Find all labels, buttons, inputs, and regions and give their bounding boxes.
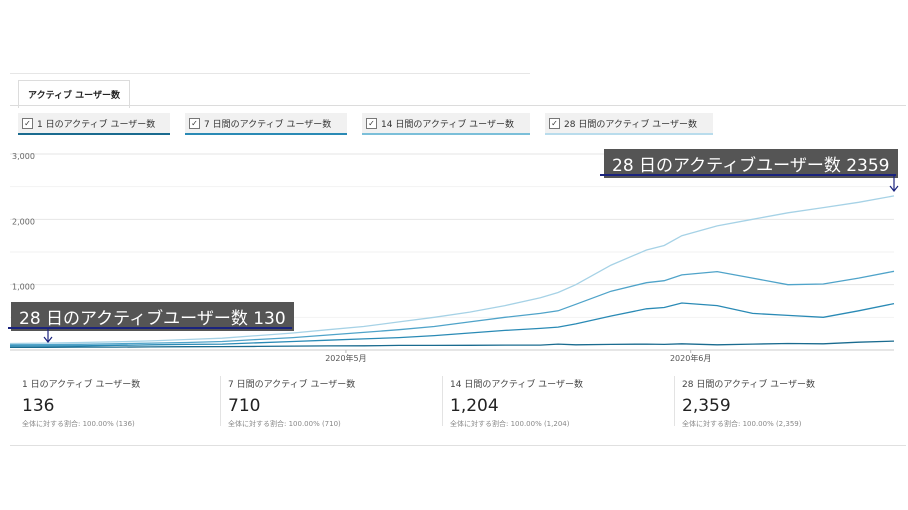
toggle-14day[interactable]: ✓ 14 日間のアクティブ ユーザー数 [362, 113, 530, 135]
x-tick-label: 2020年6月 [670, 353, 711, 363]
series-line [10, 302, 895, 347]
summary-label: 7 日間のアクティブ ユーザー数 [228, 380, 356, 390]
y-tick-label: 2,000 [12, 217, 35, 226]
y-tick-label: 1,000 [12, 283, 35, 292]
summary-divider [442, 376, 443, 426]
toggle-label: 14 日間のアクティブ ユーザー数 [381, 119, 515, 130]
summary-14day: 14 日間のアクティブ ユーザー数 1,204 全体に対する割合: 100.00… [450, 377, 650, 429]
series-color-bar [545, 133, 713, 135]
series-color-bar [18, 133, 170, 135]
series-color-bar [185, 133, 347, 135]
summary-sub: 全体に対する割合: 100.00% (710) [228, 420, 341, 428]
summary-28day: 28 日間のアクティブ ユーザー数 2,359 全体に対する割合: 100.00… [682, 377, 882, 429]
top-divider [10, 73, 530, 74]
summary-divider [220, 376, 221, 426]
summary-1day: 1 日のアクティブ ユーザー数 136 全体に対する割合: 100.00% (1… [22, 377, 222, 429]
checkbox-icon[interactable]: ✓ [366, 117, 377, 129]
toggle-label: 1 日のアクティブ ユーザー数 [37, 119, 156, 130]
toggle-1day[interactable]: ✓ 1 日のアクティブ ユーザー数 [18, 113, 170, 135]
x-tick-label: 2020年5月 [325, 353, 366, 363]
down-arrow-icon [889, 185, 899, 192]
active-users-panel: アクティブ ユーザー数 ✓ 1 日のアクティブ ユーザー数 ✓ 7 日間のアクテ… [10, 73, 906, 446]
toggle-label: 28 日間のアクティブ ユーザー数 [564, 119, 698, 130]
summary-label: 28 日間のアクティブ ユーザー数 [682, 380, 816, 390]
tab-active-users[interactable]: アクティブ ユーザー数 [18, 80, 130, 108]
toggle-7day[interactable]: ✓ 7 日間のアクティブ ユーザー数 [185, 113, 347, 135]
checkbox-icon[interactable]: ✓ [189, 117, 200, 129]
down-arrow-icon [43, 336, 53, 343]
checkbox-icon[interactable]: ✓ [22, 117, 33, 129]
series-line [10, 195, 895, 345]
summary-label: 1 日のアクティブ ユーザー数 [22, 380, 141, 390]
active-users-line-chart: 1,000 2,000 3,000 2020年5月 2020年6月 [10, 152, 895, 363]
summary-7day: 7 日間のアクティブ ユーザー数 710 全体に対する割合: 100.00% (… [228, 377, 428, 429]
series-line [10, 270, 895, 346]
toggle-label: 7 日間のアクティブ ユーザー数 [204, 119, 332, 130]
summary-value: 136 [22, 396, 55, 416]
series-color-bar [362, 133, 530, 135]
y-tick-label: 3,000 [12, 152, 35, 161]
series-line [10, 340, 895, 349]
summary-sub: 全体に対する割合: 100.00% (2,359) [682, 420, 802, 428]
summary-label: 14 日間のアクティブ ユーザー数 [450, 380, 584, 390]
callout-top-pointer [600, 174, 899, 192]
callout-bottom: 28 日のアクティブユーザー数 130 [11, 302, 294, 331]
summary-value: 710 [228, 396, 261, 416]
summary-sub: 全体に対する割合: 100.00% (1,204) [450, 420, 570, 428]
checkbox-icon[interactable]: ✓ [549, 117, 560, 129]
callout-top: 28 日のアクティブユーザー数 2359 [604, 149, 898, 178]
toggle-28day[interactable]: ✓ 28 日間のアクティブ ユーザー数 [545, 113, 713, 135]
tab-divider [10, 105, 906, 106]
summary-sub: 全体に対する割合: 100.00% (136) [22, 420, 135, 428]
summary-divider [674, 376, 675, 426]
callout-bottom-pointer [8, 327, 292, 343]
summary-value: 2,359 [682, 396, 731, 416]
summary-value: 1,204 [450, 396, 499, 416]
